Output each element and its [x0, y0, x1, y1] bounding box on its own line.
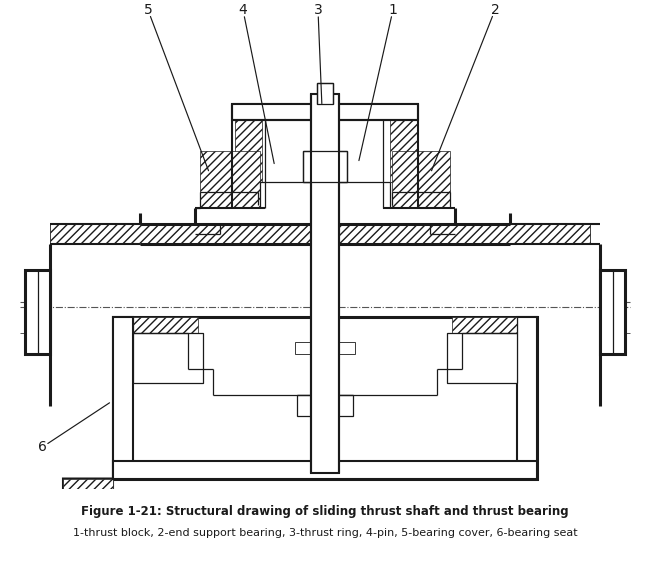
Text: Figure 1-21: Structural drawing of sliding thrust shaft and thrust bearing: Figure 1-21: Structural drawing of slidi… — [81, 505, 569, 518]
Bar — [200, 151, 260, 208]
Bar — [232, 104, 418, 120]
Bar — [517, 318, 537, 478]
Bar — [447, 333, 517, 383]
Bar — [113, 318, 133, 478]
Bar — [133, 333, 203, 383]
Bar — [390, 120, 417, 182]
Bar — [113, 318, 133, 478]
Bar — [295, 342, 311, 353]
Polygon shape — [63, 478, 113, 538]
Bar — [339, 342, 355, 353]
Bar — [452, 318, 517, 353]
Bar — [113, 461, 537, 478]
Bar — [303, 151, 347, 182]
Bar — [63, 538, 587, 559]
Bar — [63, 478, 113, 538]
Bar — [50, 224, 590, 244]
Bar — [447, 333, 517, 383]
Bar — [25, 270, 50, 353]
Bar — [600, 270, 625, 353]
Bar — [517, 318, 537, 478]
Bar — [232, 104, 418, 120]
Text: 6: 6 — [38, 441, 46, 454]
Bar — [311, 94, 339, 473]
Text: 1-thrust block, 2-end support bearing, 3-thrust ring, 4-pin, 5-bearing cover, 6-: 1-thrust block, 2-end support bearing, 3… — [73, 528, 577, 538]
Bar — [133, 333, 203, 383]
Text: 3: 3 — [313, 3, 322, 17]
Bar — [50, 224, 590, 244]
Bar — [297, 395, 353, 416]
Bar — [133, 318, 198, 353]
Bar — [317, 83, 333, 104]
Text: 2: 2 — [491, 3, 499, 17]
Bar — [113, 461, 537, 478]
Text: 4: 4 — [239, 3, 248, 17]
Bar — [113, 318, 537, 478]
Bar — [235, 120, 262, 182]
Text: 5: 5 — [144, 3, 152, 17]
Bar — [392, 151, 450, 208]
Text: 1: 1 — [389, 3, 397, 17]
